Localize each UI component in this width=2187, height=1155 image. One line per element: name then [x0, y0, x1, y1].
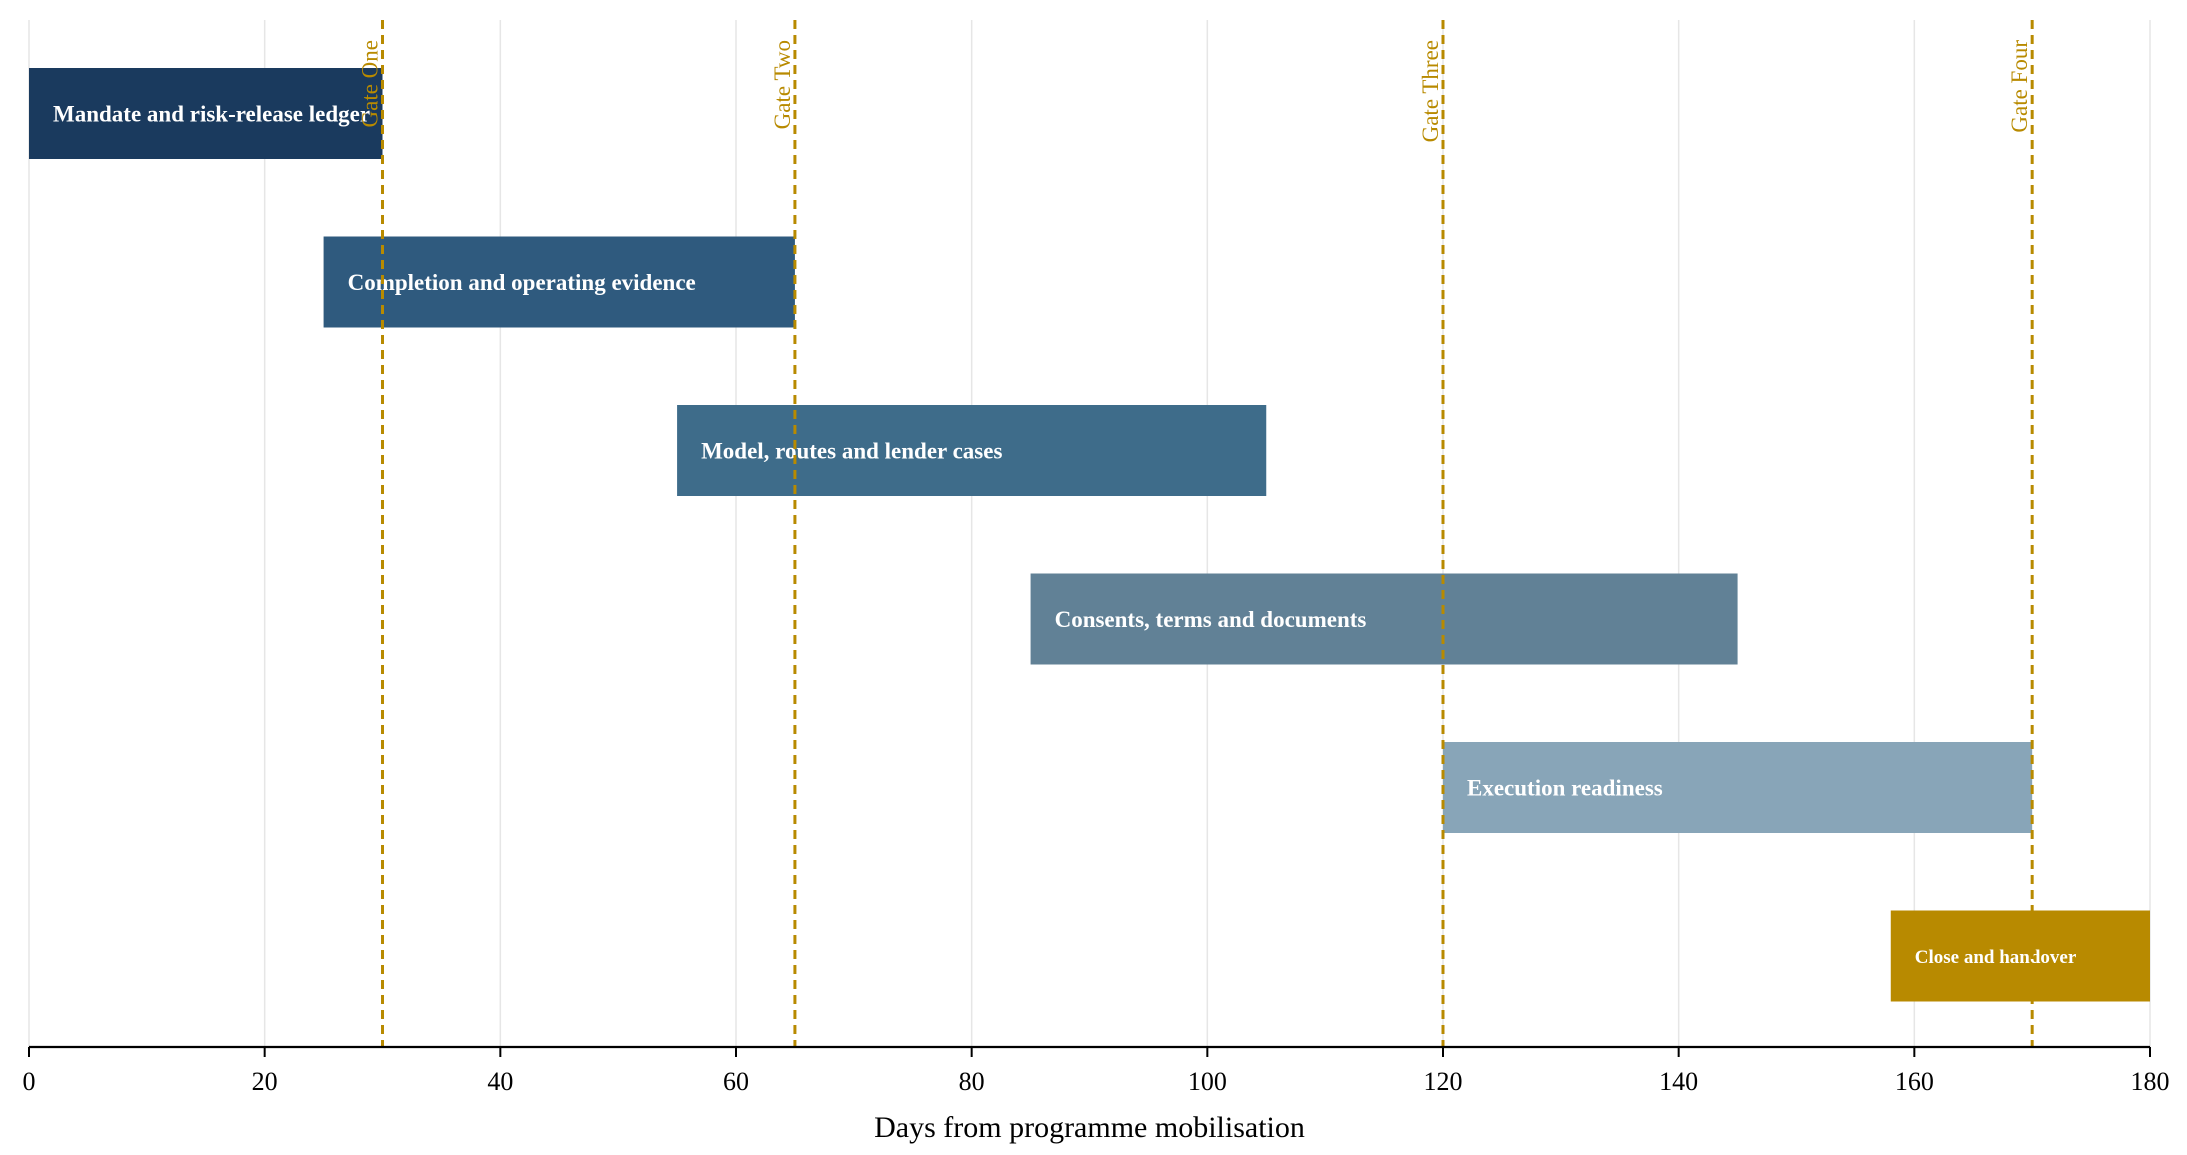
gate-label: Gate One [358, 40, 383, 128]
gate-label: Gate Three [1418, 40, 1443, 142]
task-bar-group: Mandate and risk-release ledger [29, 68, 383, 159]
task-bar-group: Completion and operating evidence [323, 236, 795, 328]
task-label: Model, routes and lender cases [701, 439, 1002, 464]
task-label: Completion and operating evidence [348, 270, 696, 295]
task-label: Mandate and risk-release ledger [53, 102, 370, 127]
x-axis-title: Days from programme mobilisation [874, 1111, 1305, 1144]
gate-label: Gate Four [2007, 40, 2032, 133]
task-bar-group: Consents, terms and documents [1030, 573, 1738, 665]
x-tick-label: 100 [1188, 1067, 1227, 1096]
x-tick-label: 120 [1424, 1067, 1463, 1096]
task-bar [323, 236, 795, 328]
task-label: Close and handover [1915, 947, 2077, 968]
x-tick-label: 60 [723, 1067, 749, 1096]
task-bar [677, 405, 1267, 496]
x-tick-label: 20 [252, 1067, 278, 1096]
x-axis-ticks: 0 20 40 60 80 100 120 140 160 180 [23, 1047, 2170, 1096]
task-bar [1030, 573, 1738, 665]
task-bar [1890, 910, 2150, 1002]
task-bar-group: Execution readiness [1443, 742, 2033, 833]
x-tick-label: 160 [1895, 1067, 1934, 1096]
x-tick-label: 180 [2131, 1067, 2170, 1096]
x-tick-label: 40 [487, 1067, 513, 1096]
x-tick-label: 80 [959, 1067, 985, 1096]
x-tick-label: 0 [23, 1067, 36, 1096]
task-bar-group: Close and handover [1890, 910, 2150, 1002]
grid-layer [28, 20, 2151, 1047]
task-bar [29, 68, 383, 159]
task-bar-group: Model, routes and lender cases [677, 405, 1267, 496]
task-label: Execution readiness [1467, 776, 1663, 801]
gate-label: Gate Two [770, 40, 795, 129]
x-tick-label: 140 [1659, 1067, 1698, 1096]
gate-layer: Gate One Gate Two Gate Three Gate Four [358, 20, 2034, 1047]
bar-layer: Mandate and risk-release ledger Completio… [29, 68, 2150, 1002]
task-label: Consents, terms and documents [1055, 607, 1367, 632]
task-bar [1443, 742, 2033, 833]
